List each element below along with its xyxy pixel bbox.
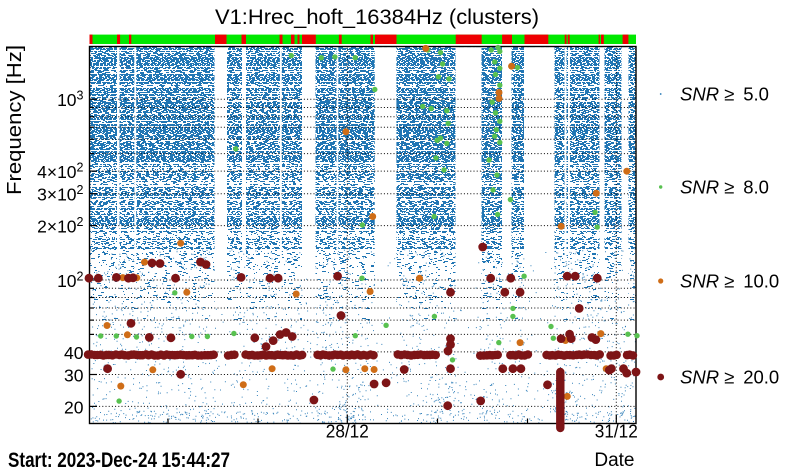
svg-text:20: 20	[64, 397, 84, 417]
svg-text:28/12: 28/12	[326, 421, 369, 442]
svg-text:103: 103	[57, 89, 83, 111]
svg-text:30: 30	[64, 366, 84, 386]
svg-text:4×102: 4×102	[37, 161, 83, 183]
svg-text:Start: 2023-Dec-24 15:44:27: Start: 2023-Dec-24 15:44:27	[8, 449, 230, 472]
svg-text:V1:Hrec_hoft_16384Hz (clusters: V1:Hrec_hoft_16384Hz (clusters)	[215, 5, 539, 29]
svg-text:102: 102	[57, 270, 83, 292]
svg-text:2×102: 2×102	[37, 215, 83, 237]
svg-text:40: 40	[64, 343, 84, 363]
svg-text:SNR ≥ 20.0: SNR ≥ 20.0	[680, 367, 779, 388]
svg-text:Date: Date	[594, 450, 634, 471]
svg-text:Frequency [Hz]: Frequency [Hz]	[4, 45, 26, 195]
svg-text:SNR ≥ 10.0: SNR ≥ 10.0	[680, 271, 779, 292]
svg-text:3×102: 3×102	[37, 183, 83, 205]
svg-text:SNR ≥ 8.0: SNR ≥ 8.0	[680, 177, 769, 198]
svg-text:SNR ≥ 5.0: SNR ≥ 5.0	[680, 84, 769, 105]
svg-text:31/12: 31/12	[595, 421, 638, 442]
